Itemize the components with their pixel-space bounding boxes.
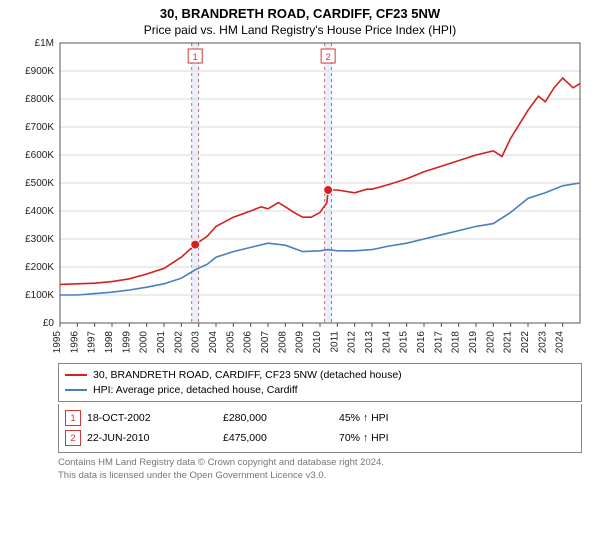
legend-label-hpi: HPI: Average price, detached house, Card… xyxy=(93,383,298,398)
chart-title: 30, BRANDRETH ROAD, CARDIFF, CF23 5NW xyxy=(0,6,600,21)
svg-text:2002: 2002 xyxy=(173,331,184,354)
title-block: 30, BRANDRETH ROAD, CARDIFF, CF23 5NW Pr… xyxy=(0,0,600,37)
svg-text:2003: 2003 xyxy=(191,331,202,354)
svg-text:£1M: £1M xyxy=(35,38,54,49)
svg-text:£700K: £700K xyxy=(25,122,54,133)
svg-text:£0: £0 xyxy=(43,318,55,329)
sale-price-2: £475,000 xyxy=(223,432,333,444)
sale-price-1: £280,000 xyxy=(223,412,333,424)
svg-text:1: 1 xyxy=(193,52,198,63)
svg-text:2014: 2014 xyxy=(381,331,392,354)
svg-text:£800K: £800K xyxy=(25,94,54,105)
svg-text:2018: 2018 xyxy=(451,331,462,354)
svg-text:2016: 2016 xyxy=(416,331,427,354)
sale-marker-1: 1 xyxy=(65,410,81,426)
svg-text:2004: 2004 xyxy=(208,331,219,354)
svg-text:2015: 2015 xyxy=(399,331,410,354)
svg-text:2024: 2024 xyxy=(555,331,566,354)
svg-text:£100K: £100K xyxy=(25,290,54,301)
sale-row-1: 1 18-OCT-2002 £280,000 45% ↑ HPI xyxy=(65,410,575,426)
svg-text:2023: 2023 xyxy=(537,331,548,354)
svg-text:2010: 2010 xyxy=(312,331,323,354)
svg-text:1998: 1998 xyxy=(104,331,115,354)
svg-text:2011: 2011 xyxy=(329,331,340,353)
sale-date-2: 22-JUN-2010 xyxy=(87,432,217,444)
legend-swatch-hpi xyxy=(65,389,87,391)
svg-text:1999: 1999 xyxy=(121,331,132,354)
svg-text:£200K: £200K xyxy=(25,262,54,273)
svg-text:2019: 2019 xyxy=(468,331,479,354)
sales-table: 1 18-OCT-2002 £280,000 45% ↑ HPI 2 22-JU… xyxy=(58,404,582,453)
footnote-line-2: This data is licensed under the Open Gov… xyxy=(58,470,582,482)
svg-text:2021: 2021 xyxy=(503,331,514,354)
svg-text:2022: 2022 xyxy=(520,331,531,354)
svg-text:2008: 2008 xyxy=(277,331,288,354)
svg-text:£600K: £600K xyxy=(25,150,54,161)
svg-text:2009: 2009 xyxy=(295,331,306,354)
sale-pct-1: 45% ↑ HPI xyxy=(339,412,439,424)
sale-date-1: 18-OCT-2002 xyxy=(87,412,217,424)
svg-text:£300K: £300K xyxy=(25,234,54,245)
chart-subtitle: Price paid vs. HM Land Registry's House … xyxy=(0,23,600,37)
legend-label-property: 30, BRANDRETH ROAD, CARDIFF, CF23 5NW (d… xyxy=(93,368,402,383)
footnote-line-1: Contains HM Land Registry data © Crown c… xyxy=(58,457,582,469)
legend: 30, BRANDRETH ROAD, CARDIFF, CF23 5NW (d… xyxy=(58,363,582,402)
svg-text:£400K: £400K xyxy=(25,206,54,217)
svg-text:£500K: £500K xyxy=(25,178,54,189)
svg-text:2001: 2001 xyxy=(156,331,167,354)
legend-row-property: 30, BRANDRETH ROAD, CARDIFF, CF23 5NW (d… xyxy=(65,368,575,383)
footnote: Contains HM Land Registry data © Crown c… xyxy=(58,457,582,482)
svg-text:£900K: £900K xyxy=(25,66,54,77)
svg-text:2013: 2013 xyxy=(364,331,375,354)
sale-marker-2: 2 xyxy=(65,430,81,446)
legend-row-hpi: HPI: Average price, detached house, Card… xyxy=(65,383,575,398)
svg-text:2006: 2006 xyxy=(243,331,254,354)
sale-pct-2: 70% ↑ HPI xyxy=(339,432,439,444)
svg-text:1995: 1995 xyxy=(52,331,63,354)
sale-row-2: 2 22-JUN-2010 £475,000 70% ↑ HPI xyxy=(65,430,575,446)
chart-plot: £0 £100K £200K £300K £400K £500K £600K £700K £80… xyxy=(0,37,600,359)
svg-text:2000: 2000 xyxy=(139,331,150,354)
svg-text:2020: 2020 xyxy=(485,331,496,354)
svg-text:2: 2 xyxy=(325,52,330,63)
price-hpi-chart: 30, BRANDRETH ROAD, CARDIFF, CF23 5NW Pr… xyxy=(0,0,600,560)
svg-text:2012: 2012 xyxy=(347,331,358,354)
svg-text:2017: 2017 xyxy=(433,331,444,354)
svg-text:1996: 1996 xyxy=(69,331,80,354)
svg-text:2007: 2007 xyxy=(260,331,271,354)
svg-text:2005: 2005 xyxy=(225,331,236,354)
svg-text:1997: 1997 xyxy=(87,331,98,354)
legend-swatch-property xyxy=(65,374,87,376)
